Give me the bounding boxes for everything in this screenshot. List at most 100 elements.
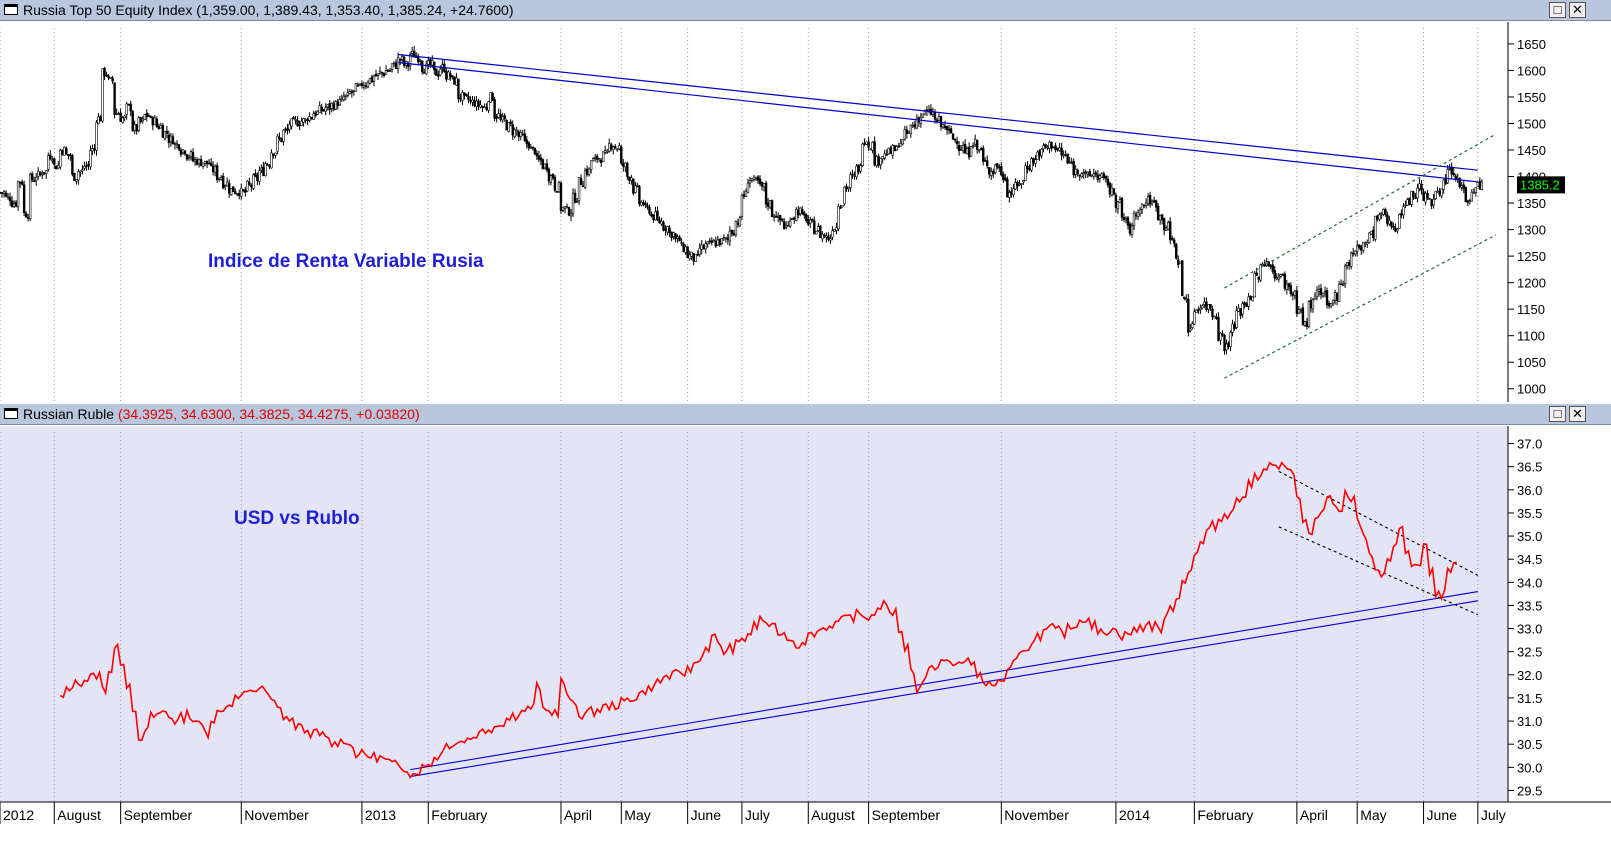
close-button[interactable]: ✕ [1569,2,1586,18]
candle-body [833,229,836,232]
candle-body [646,205,649,208]
candle-body [451,75,454,78]
trendline-channel-top [1278,470,1479,576]
candle-body [350,91,354,93]
candle-body [1185,298,1188,300]
candle-body [853,174,856,177]
candle-body [676,236,679,239]
candle-body [427,60,430,65]
candle-body [219,177,223,180]
x-tick-label: April [1300,807,1328,823]
candle-body [939,116,943,128]
candle-body [1380,213,1383,215]
y-tick-label: 36.0 [1517,483,1542,498]
candle-body [1171,238,1174,240]
candle-body [1090,174,1093,177]
candle-body [831,230,834,238]
candle-body [461,92,464,101]
maximize-button[interactable]: □ [1549,406,1566,422]
candle-body [762,183,766,188]
candle-body [392,61,396,64]
candle-body [34,177,38,181]
candle-body [797,209,800,216]
candle-body [388,70,392,72]
candle-body [1213,315,1216,319]
candle-body [497,113,500,118]
candle-body [513,129,516,137]
candle-body [153,117,157,126]
candle-body [949,128,953,134]
maximize-button[interactable]: □ [1549,2,1566,18]
x-tick-label: May [624,807,650,823]
candle-body [883,153,886,159]
candle-body [702,245,705,250]
candle-body [778,215,782,221]
close-button[interactable]: ✕ [1569,406,1586,422]
candle-body [1158,215,1162,221]
candle-body [587,168,591,176]
candle-body [1120,197,1124,218]
candle-body [205,160,209,165]
candle-body [1066,153,1069,164]
candle-body [1203,301,1206,305]
last-value-label: 1385.2 [1520,177,1560,192]
candle-body [55,165,58,170]
candle-body [1277,276,1280,280]
candle-body [37,170,40,177]
candle-body [195,159,199,165]
candle-body [1116,201,1120,210]
candle-body [638,186,641,205]
candle-body [1325,289,1329,306]
candle-body [1148,195,1152,205]
candle-body [515,130,518,133]
candle-body [1006,178,1009,198]
y-tick-label: 1150 [1517,302,1545,317]
ruble-title-bar[interactable]: Russian Ruble (34.3925, 34.6300, 34.3825… [0,404,1611,425]
candle-body [286,128,289,132]
candle-body [181,149,185,154]
x-tick-label: June [691,807,722,823]
candle-body [457,78,460,100]
candle-body [895,146,898,151]
y-tick-label: 31.5 [1517,691,1542,706]
candle-body [959,149,963,151]
candle-body [1313,295,1317,300]
candle-body [1400,212,1403,216]
candle-body [209,162,213,166]
ruble-pane: Russian Ruble (34.3925, 34.6300, 34.3825… [0,404,1611,856]
candle-body [1261,263,1264,266]
candle-body [1416,187,1419,199]
candle-body [658,219,661,224]
ruble-title: Russian Ruble [23,406,115,422]
candle-body [290,118,293,127]
candle-body [41,173,44,176]
candle-body [915,117,919,129]
candle-body [143,114,146,120]
candle-body [857,164,860,173]
candle-body [26,217,30,219]
candle-body [177,144,181,150]
trendline-support-lower [410,600,1478,778]
candle-body [722,237,726,240]
candle-body [863,143,866,145]
candle-body [980,148,983,150]
y-tick-label: 35.0 [1517,529,1542,544]
equity-title-bar[interactable]: Russia Top 50 Equity Index (1,359.00, 1,… [0,0,1611,21]
candle-body [1084,171,1087,174]
candle-body [87,164,90,166]
candle-body [1273,270,1276,279]
candle-body [159,125,163,129]
candle-body [1050,141,1053,149]
candle-body [115,112,118,115]
candle-body [1251,296,1254,302]
candle-body [1253,273,1256,298]
candle-body [1100,173,1104,178]
candle-body [662,221,665,231]
candle-body [1275,277,1278,280]
candle-body [14,201,18,207]
candle-body [1343,265,1347,284]
y-tick-label: 1250 [1517,249,1546,264]
equity-annotation: Indice de Renta Variable Rusia [208,251,484,272]
candle-body [67,154,70,156]
candle-body [672,232,675,237]
